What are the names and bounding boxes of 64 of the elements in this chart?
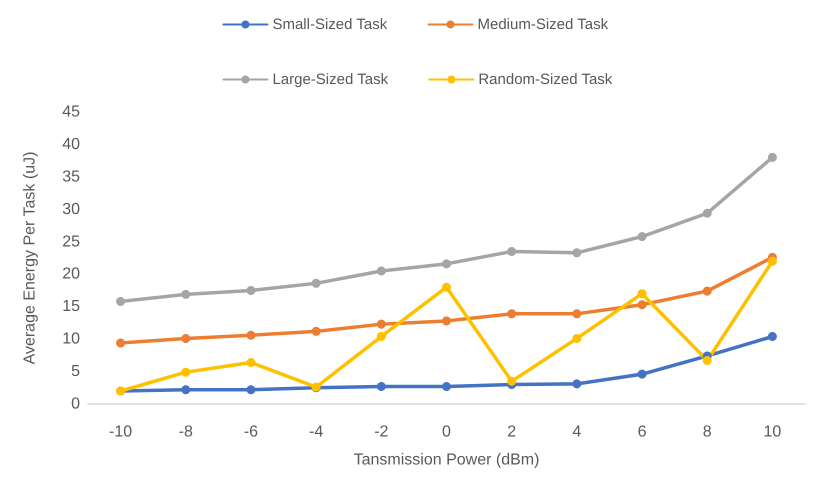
point	[181, 290, 190, 299]
legend-label: Large-Sized Task	[272, 71, 389, 88]
point	[768, 152, 777, 162]
y-tick-label: 35	[62, 168, 80, 186]
point	[572, 248, 582, 258]
y-tick-label: 45	[62, 104, 80, 120]
y-tick-label: 15	[62, 298, 80, 316]
point	[702, 356, 712, 366]
x-tick-label: 2	[507, 424, 516, 440]
x-tick-label: -8	[178, 424, 193, 440]
point	[768, 256, 777, 266]
point	[376, 382, 386, 391]
point	[638, 232, 647, 242]
y-axis-title: Average Energy Per Task (uJ)	[22, 152, 38, 364]
point	[246, 385, 256, 394]
point	[312, 326, 321, 336]
point	[638, 370, 647, 379]
point	[116, 338, 126, 348]
point	[246, 358, 256, 367]
x-tick-label: 4	[572, 424, 582, 440]
y-tick-label: 30	[62, 200, 80, 218]
point	[312, 278, 321, 288]
point	[376, 320, 386, 329]
point	[246, 286, 256, 295]
x-tick-label: -4	[309, 424, 324, 440]
point	[442, 382, 451, 391]
point	[702, 208, 712, 218]
legend-label: Small-Sized Task	[272, 16, 388, 33]
legend-label: Medium-Sized Task	[477, 16, 609, 33]
point	[376, 266, 386, 276]
y-tick-label: 0	[71, 396, 80, 412]
point	[246, 330, 256, 340]
point	[507, 376, 516, 386]
x-axis-title: Tansmission Power (dBm)	[354, 452, 540, 468]
point	[181, 385, 190, 394]
point	[376, 332, 386, 342]
y-tick-label: 40	[62, 136, 80, 153]
y-tick-label: 5	[71, 363, 80, 380]
y-tick-label: 25	[62, 233, 80, 250]
x-tick-label: -2	[374, 424, 389, 440]
point	[442, 259, 451, 268]
x-tick-label: -6	[244, 424, 258, 440]
point	[507, 247, 516, 256]
point	[181, 368, 190, 377]
y-tick-label: 10	[62, 330, 80, 348]
point	[442, 282, 451, 292]
x-tick-label: 0	[442, 424, 452, 440]
point	[507, 309, 516, 318]
point	[116, 296, 126, 306]
x-tick-label: 10	[764, 424, 782, 440]
point	[702, 286, 712, 296]
legend-label: Random-Sized Task	[478, 71, 613, 88]
point	[572, 334, 582, 343]
x-tick-label: 8	[702, 424, 712, 440]
x-tick-label: -10	[109, 424, 132, 440]
point	[768, 332, 777, 342]
x-tick-label: 6	[638, 424, 647, 440]
point	[638, 289, 647, 298]
point	[442, 316, 451, 326]
point	[572, 379, 582, 388]
point	[638, 300, 647, 310]
point	[181, 334, 190, 343]
point	[572, 309, 582, 318]
y-tick-label: 20	[62, 266, 80, 283]
